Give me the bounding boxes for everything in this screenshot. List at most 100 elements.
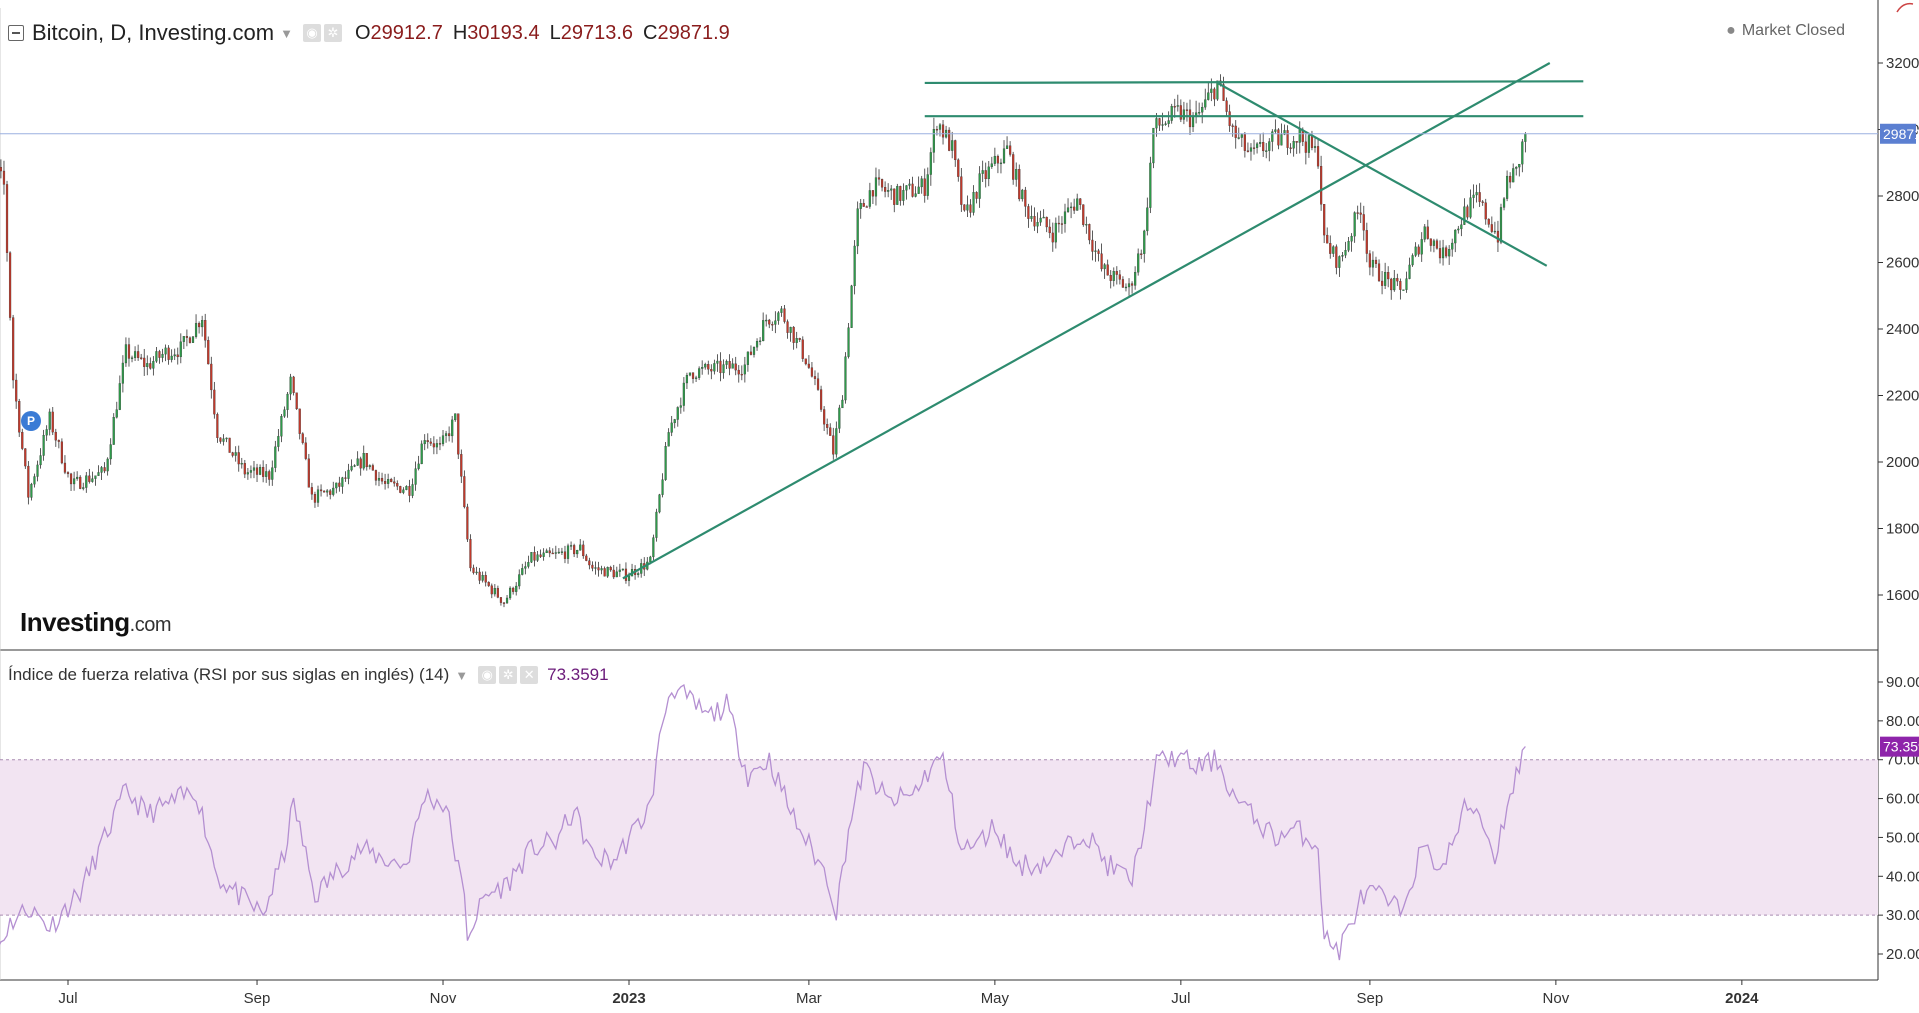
candle-down: [1277, 129, 1280, 146]
candle-down: [1289, 147, 1292, 149]
candle-down: [66, 472, 70, 475]
candle-up: [76, 476, 79, 479]
candle-up: [335, 482, 338, 489]
rsi-value: 73.3591: [547, 665, 609, 684]
candle-down: [737, 369, 740, 375]
candle-up: [387, 479, 390, 484]
candle-up: [173, 354, 176, 357]
candle-down: [1024, 189, 1027, 207]
candle-down: [137, 351, 140, 358]
candle-down: [1097, 250, 1100, 254]
close-icon[interactable]: ✕: [520, 666, 539, 684]
candle-down: [1158, 118, 1161, 126]
candle-down: [319, 489, 323, 492]
candle-up: [1393, 278, 1396, 291]
candle-up: [667, 432, 670, 447]
candle-up: [1149, 162, 1152, 208]
candle-up: [521, 568, 524, 575]
candle-up: [1259, 142, 1262, 144]
candle-up: [554, 552, 557, 554]
candle-down: [466, 506, 469, 540]
candle-down: [719, 360, 722, 374]
chevron-down-icon[interactable]: ▼: [455, 667, 469, 683]
candle-up: [795, 338, 798, 343]
candle-down: [1426, 226, 1429, 239]
time-axis-label: Jul: [58, 990, 77, 1007]
candle-up: [868, 190, 871, 207]
candle-up: [1460, 224, 1463, 230]
eye-icon[interactable]: ◉: [478, 666, 497, 684]
chevron-down-icon[interactable]: ▼: [280, 25, 293, 41]
p-marker-icon[interactable]: P: [21, 411, 41, 431]
candle-down: [996, 155, 1000, 164]
candle-down: [734, 363, 737, 371]
candle-down: [268, 471, 271, 480]
candle-down: [310, 487, 314, 495]
candle-down: [1109, 275, 1112, 281]
candle-down: [502, 602, 506, 604]
candle-down: [57, 440, 60, 442]
last-price-label: 29871.9: [1883, 126, 1919, 142]
candle-up: [606, 567, 609, 577]
candle-down: [1262, 142, 1265, 152]
rsi-axis-label: 60.0000: [1886, 791, 1919, 808]
candle-up: [1524, 133, 1527, 142]
rsi-axis-label: 20.0000: [1886, 946, 1919, 963]
candle-up: [1344, 250, 1347, 256]
candle-up: [240, 463, 243, 465]
candle-up: [249, 470, 253, 473]
candle-down: [207, 340, 210, 365]
candle-up: [844, 356, 847, 401]
candle-down: [829, 427, 832, 436]
candle-up: [536, 554, 539, 561]
candle-up: [853, 245, 856, 287]
rsi-axis-label: 40.0000: [1886, 868, 1919, 885]
candle-up: [999, 162, 1003, 165]
candle-down: [307, 458, 310, 488]
ohlc-close: C29871.9: [643, 21, 730, 44]
candle-down: [176, 354, 179, 358]
candle-up: [347, 469, 350, 479]
candle-up: [1414, 246, 1417, 256]
candle-up: [920, 178, 923, 188]
candle-down: [12, 317, 15, 381]
candle-down: [823, 409, 826, 425]
candle-down: [1140, 253, 1143, 255]
candle-down: [877, 177, 881, 180]
candle-down: [1487, 218, 1490, 225]
drawing-tool-icon[interactable]: [1895, 0, 1915, 14]
candle-down: [1387, 272, 1390, 280]
gear-icon[interactable]: ✲: [323, 24, 342, 42]
eye-icon[interactable]: ◉: [302, 24, 321, 42]
candle-up: [73, 478, 76, 485]
candle-up: [1454, 229, 1457, 244]
candle-up: [475, 571, 478, 574]
candle-down: [469, 539, 472, 569]
candle-up: [1063, 211, 1067, 224]
candle-down: [295, 392, 298, 410]
candle-up: [1307, 135, 1311, 153]
candle-down: [1496, 230, 1500, 243]
candle-down: [1027, 206, 1030, 219]
candle-down: [15, 379, 18, 402]
time-axis-label: 2023: [612, 990, 645, 1007]
candle-down: [1213, 88, 1216, 100]
candle-up: [658, 494, 661, 513]
candle-up: [368, 465, 371, 468]
candle-up: [1493, 230, 1496, 233]
candle-up: [673, 419, 676, 424]
candle-down: [832, 435, 835, 455]
candle-down: [448, 433, 451, 437]
candle-up: [289, 376, 292, 395]
candle-down: [2, 170, 6, 185]
candle-down: [1130, 283, 1134, 286]
gear-icon[interactable]: ✲: [499, 666, 518, 684]
candle-up: [1002, 148, 1006, 164]
candle-up: [713, 363, 716, 372]
collapse-toggle[interactable]: [8, 25, 24, 41]
candle-down: [786, 321, 789, 333]
candle-down: [188, 337, 192, 343]
candle-up: [981, 170, 984, 174]
candle-up: [518, 574, 521, 587]
